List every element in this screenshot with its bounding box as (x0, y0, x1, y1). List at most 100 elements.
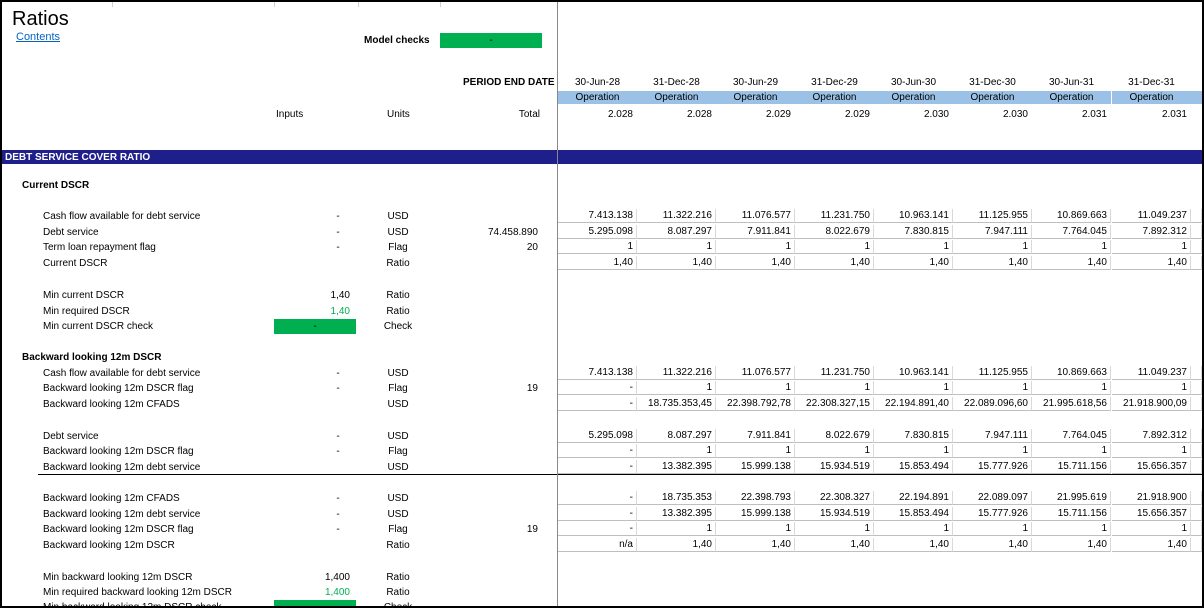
value-cell[interactable]: 7.947.111 (953, 225, 1032, 239)
value-cell[interactable]: 11.049.237 (1112, 366, 1191, 380)
value-cell[interactable]: 10.869.663 (1032, 366, 1111, 380)
value-cell-overflow[interactable] (1191, 366, 1202, 380)
value-cell[interactable]: 10.963.141 (874, 366, 953, 380)
value-cell[interactable]: 1 (716, 240, 795, 254)
value-cell[interactable]: 1,40 (637, 256, 716, 270)
value-cell[interactable]: 21.918.900 (1112, 491, 1191, 505)
value-cell[interactable]: 11.076.577 (716, 209, 795, 223)
value-cell[interactable]: 1 (1032, 381, 1111, 395)
value-cell[interactable]: n/a (558, 538, 637, 552)
value-cell[interactable]: 7.947.111 (953, 429, 1032, 443)
value-cell[interactable]: 21.995.619 (1032, 491, 1111, 505)
value-cell[interactable]: 15.934.519 (795, 507, 874, 521)
value-cell[interactable]: 1,40 (795, 256, 874, 270)
value-cell[interactable]: 1 (716, 381, 795, 395)
value-cell[interactable]: 7.413.138 (558, 209, 637, 223)
value-cell[interactable]: 7.892.312 (1112, 225, 1191, 239)
value-cell[interactable]: 15.711.156 (1032, 460, 1111, 474)
value-cell[interactable]: 1 (795, 381, 874, 395)
value-cell[interactable]: 10.963.141 (874, 209, 953, 223)
value-cell[interactable]: 1 (637, 381, 716, 395)
value-cell[interactable]: 5.295.098 (558, 225, 637, 239)
value-cell[interactable]: 1 (795, 444, 874, 458)
value-cell[interactable]: 21.995.618,56 (1032, 397, 1111, 411)
value-cell-overflow[interactable] (1191, 209, 1202, 223)
value-cell-overflow[interactable] (1191, 240, 1202, 254)
value-cell[interactable]: 1 (1032, 444, 1111, 458)
value-cell[interactable]: - (558, 444, 637, 458)
contents-link[interactable]: Contents (16, 31, 61, 43)
value-cell[interactable]: - (558, 507, 637, 521)
value-cell-overflow[interactable] (1191, 522, 1202, 536)
value-cell-overflow[interactable] (1191, 460, 1202, 474)
value-cell[interactable]: 1,40 (1112, 256, 1191, 270)
value-cell[interactable]: - (558, 397, 637, 411)
value-cell[interactable]: 7.764.045 (1032, 225, 1111, 239)
value-cell[interactable]: 1 (1112, 240, 1191, 254)
value-cell[interactable]: 1,40 (716, 256, 795, 270)
value-cell[interactable]: 11.322.216 (637, 209, 716, 223)
value-cell[interactable]: 15.853.494 (874, 507, 953, 521)
value-cell[interactable]: - (558, 491, 637, 505)
value-cell[interactable]: 22.194.891 (874, 491, 953, 505)
value-cell[interactable]: 1 (953, 444, 1032, 458)
value-cell[interactable]: 11.125.955 (953, 209, 1032, 223)
value-cell[interactable]: 22.398.793 (716, 491, 795, 505)
value-cell[interactable]: 7.911.841 (716, 429, 795, 443)
value-cell[interactable]: 7.830.815 (874, 429, 953, 443)
value-cell-overflow[interactable] (1191, 381, 1202, 395)
value-cell[interactable]: 15.999.138 (716, 460, 795, 474)
min-row-input[interactable]: 1,400 (324, 587, 350, 598)
value-cell-overflow[interactable] (1191, 429, 1202, 443)
value-cell-overflow[interactable] (1191, 444, 1202, 458)
value-cell[interactable]: 1 (953, 522, 1032, 536)
min-row-input[interactable]: 1,400 (324, 572, 350, 583)
value-cell[interactable]: 1 (874, 522, 953, 536)
value-cell[interactable]: 15.656.357 (1112, 460, 1191, 474)
value-cell[interactable]: 1,40 (637, 538, 716, 552)
value-cell[interactable]: 15.777.926 (953, 507, 1032, 521)
value-cell[interactable]: 1,40 (558, 256, 637, 270)
value-cell-overflow[interactable] (1191, 225, 1202, 239)
value-cell[interactable]: 13.382.395 (637, 460, 716, 474)
value-cell[interactable]: 7.413.138 (558, 366, 637, 380)
value-cell[interactable]: 22.089.096,60 (953, 397, 1032, 411)
value-cell[interactable]: 11.231.750 (795, 366, 874, 380)
value-cell[interactable]: - (558, 460, 637, 474)
value-cell[interactable]: 1 (1112, 381, 1191, 395)
min-row-input[interactable]: 1,40 (330, 290, 350, 301)
value-cell[interactable]: 1,40 (1112, 538, 1191, 552)
value-cell[interactable]: 7.830.815 (874, 225, 953, 239)
value-cell[interactable]: 15.853.494 (874, 460, 953, 474)
value-cell[interactable]: - (558, 381, 637, 395)
value-cell[interactable]: 10.869.663 (1032, 209, 1111, 223)
value-cell-overflow[interactable] (1191, 256, 1202, 270)
value-cell[interactable]: 1,40 (874, 256, 953, 270)
value-cell[interactable]: 22.308.327 (795, 491, 874, 505)
value-cell[interactable]: 15.711.156 (1032, 507, 1111, 521)
value-cell[interactable]: 1 (874, 444, 953, 458)
value-cell[interactable]: 1,40 (1032, 538, 1111, 552)
value-cell[interactable]: 1,40 (874, 538, 953, 552)
value-cell[interactable]: 1 (1112, 522, 1191, 536)
value-cell-overflow[interactable] (1191, 491, 1202, 505)
value-cell[interactable]: 15.934.519 (795, 460, 874, 474)
value-cell[interactable]: 11.125.955 (953, 366, 1032, 380)
value-cell[interactable]: 1,40 (716, 538, 795, 552)
value-cell[interactable]: 1,40 (953, 538, 1032, 552)
value-cell[interactable]: 22.089.097 (953, 491, 1032, 505)
value-cell[interactable]: 1,40 (953, 256, 1032, 270)
value-cell[interactable]: 13.382.395 (637, 507, 716, 521)
value-cell-overflow[interactable] (1191, 397, 1202, 411)
value-cell[interactable]: 1 (637, 444, 716, 458)
value-cell[interactable]: 1 (1032, 240, 1111, 254)
value-cell[interactable]: 1 (953, 240, 1032, 254)
value-cell[interactable]: 1,40 (1032, 256, 1111, 270)
value-cell[interactable]: 1 (953, 381, 1032, 395)
value-cell[interactable]: 1 (637, 522, 716, 536)
value-cell-overflow[interactable] (1191, 507, 1202, 521)
min-row-input[interactable]: 1,40 (330, 306, 350, 317)
value-cell[interactable]: 1 (874, 381, 953, 395)
value-cell[interactable]: 22.398.792,78 (716, 397, 795, 411)
